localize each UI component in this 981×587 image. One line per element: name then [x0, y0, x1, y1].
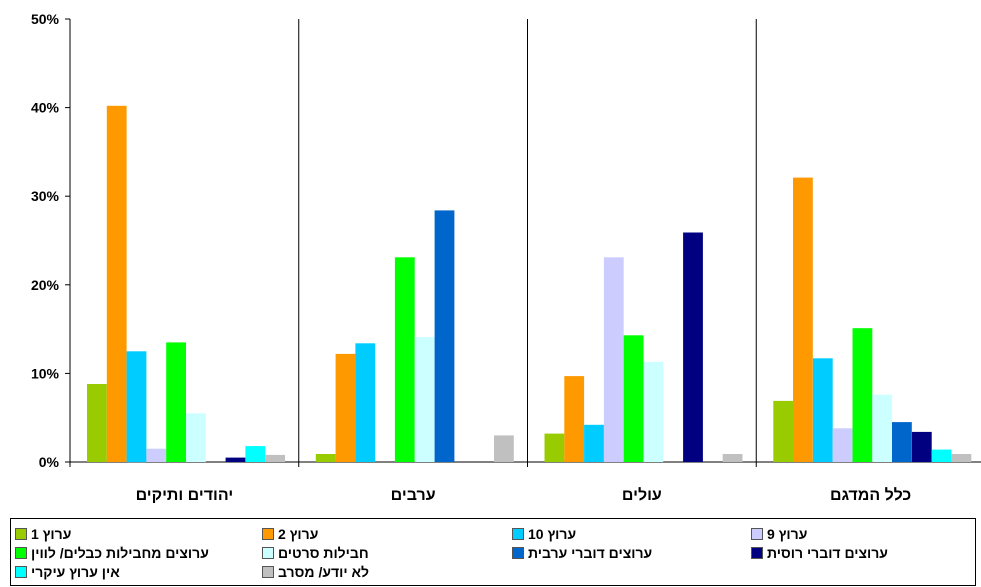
bar — [584, 424, 604, 462]
legend-item: חבילות סרטים — [262, 544, 369, 562]
legend-swatch — [262, 566, 274, 578]
legend-item: לא יודע/ מסרב — [262, 563, 369, 581]
legend-label: לא יודע/ מסרב — [278, 564, 370, 580]
bar — [315, 454, 336, 462]
legend-swatch — [15, 547, 27, 559]
bar — [87, 384, 107, 462]
legend-label: ערוץ 2 — [278, 526, 319, 542]
legend-label: אין ערוץ עיקרי — [31, 564, 120, 580]
legend-item: ערוץ 9 — [751, 525, 807, 543]
bar — [603, 257, 624, 462]
bar-chart: 0% 10% 20% 30% 40% 50% יהודים ותיקים ערבים עולים… — [31, 11, 981, 504]
bar — [643, 361, 664, 462]
bar — [564, 376, 585, 462]
legend-item: ערוצים מחבילות כבלים/ לווין — [15, 544, 209, 562]
y-tick-label: 10% — [31, 365, 60, 381]
axis-labels: 0% 10% 20% 30% 40% 50% יהודים ותיקים ערבים עולים… — [31, 11, 911, 504]
legend-swatch — [751, 547, 763, 559]
bar — [265, 454, 285, 462]
bar — [394, 257, 415, 462]
axes — [65, 18, 981, 467]
legend-swatch — [512, 528, 524, 540]
bar — [106, 105, 127, 463]
legend: ערוץ 1 ערוץ 2 ערוץ 10 ערוץ 9 ערוצים מחבילות … — [10, 518, 976, 586]
bar — [414, 337, 435, 462]
bar — [852, 328, 873, 462]
legend-item: ערוצים דוברי רוסית — [751, 544, 888, 562]
bar — [225, 457, 246, 462]
legend-item: ערוץ 2 — [262, 525, 318, 543]
bar — [832, 428, 853, 462]
bar — [146, 448, 167, 462]
bar — [335, 353, 356, 462]
bar — [773, 400, 794, 462]
y-tick-label: 0% — [39, 454, 60, 470]
legend-item: ערוץ 1 — [15, 525, 71, 543]
bar — [245, 446, 266, 462]
legend-swatch — [751, 528, 763, 540]
legend-item: אין ערוץ עיקרי — [15, 563, 120, 581]
legend-label: ערוץ 1 — [31, 526, 72, 542]
bar — [166, 342, 186, 462]
y-tick-label: 30% — [31, 188, 60, 204]
legend-label: ערוצים דוברי ערבית — [528, 545, 653, 561]
x-category-label: יהודים ותיקים — [136, 487, 234, 504]
legend-swatch — [15, 566, 27, 578]
y-tick-label: 50% — [31, 11, 60, 27]
bar — [872, 394, 893, 462]
y-tick-label: 40% — [31, 100, 60, 116]
bar — [683, 232, 703, 462]
x-category-label: כלל המדגם — [830, 486, 911, 504]
legend-swatch — [512, 547, 524, 559]
bar — [544, 433, 565, 462]
legend-label: ערוץ 9 — [767, 526, 808, 542]
y-tick-label: 20% — [31, 277, 60, 293]
legend-item: ערוץ 10 — [512, 525, 576, 543]
bar — [434, 210, 455, 462]
bar — [186, 413, 206, 462]
bar — [812, 358, 833, 462]
legend-item: ערוצים דוברי ערבית — [512, 544, 652, 562]
bar — [911, 431, 932, 462]
x-category-label: ערבים — [391, 487, 436, 504]
bar — [931, 449, 952, 462]
legend-swatch — [262, 547, 274, 559]
legend-label: ערוץ 10 — [528, 526, 577, 542]
bar — [892, 422, 912, 462]
legend-swatch — [262, 528, 274, 540]
bar — [793, 177, 813, 462]
legend-label: ערוצים דוברי רוסית — [767, 545, 888, 561]
bars — [87, 105, 972, 463]
bar — [722, 454, 743, 462]
x-category-label: עולים — [622, 486, 662, 504]
legend-label: ערוצים מחבילות כבלים/ לווין — [31, 545, 209, 561]
bar — [126, 351, 147, 463]
legend-label: חבילות סרטים — [278, 545, 369, 561]
legend-swatch — [15, 528, 27, 540]
bar — [623, 335, 644, 462]
bar — [951, 454, 972, 462]
bar — [494, 435, 514, 462]
bar — [355, 343, 376, 462]
